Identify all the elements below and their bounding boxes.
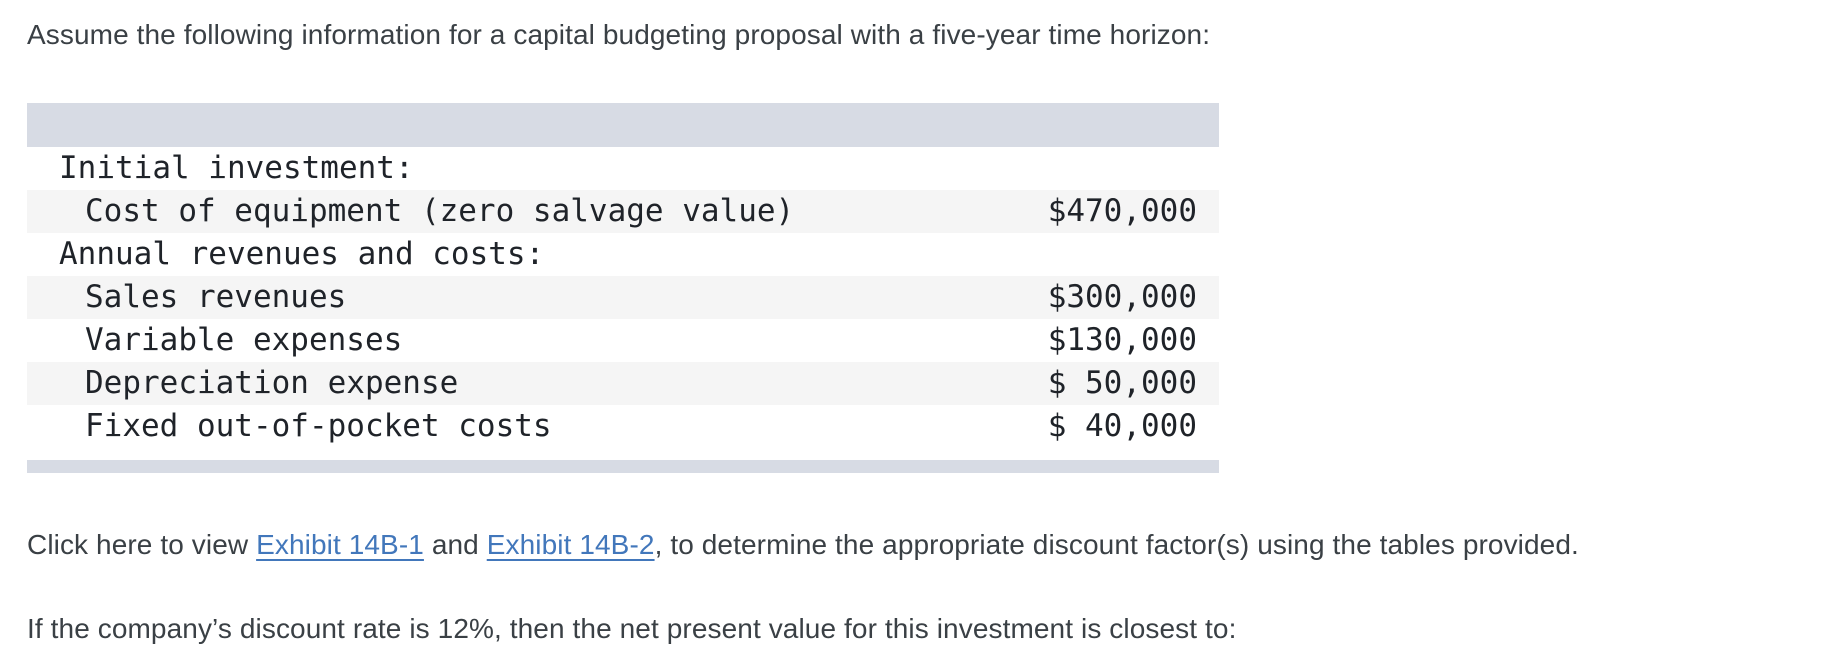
row-value: $130,000 [1047,322,1197,358]
table-row: Variable expenses $130,000 [27,319,1219,362]
row-label: Cost of equipment (zero salvage value) [85,193,795,229]
table-row: Annual revenues and costs: [27,233,1219,276]
budget-table: Initial investment: Cost of equipment (z… [27,103,1219,473]
table-footer-gap [27,448,1219,460]
row-value: $470,000 [1047,193,1197,229]
closing-question: If the company’s discount rate is 12%, t… [27,613,1237,644]
row-label: Variable expenses [85,322,403,358]
table-row: Cost of equipment (zero salvage value) $… [27,190,1219,233]
exhibit-14b-1-link[interactable]: Exhibit 14B-1 [256,529,424,560]
row-label: Fixed out-of-pocket costs [85,408,552,444]
table-footer-band [27,460,1219,473]
table-row: Depreciation expense $ 50,000 [27,362,1219,405]
table-row: Fixed out-of-pocket costs $ 40,000 [27,405,1219,448]
row-label: Initial investment: [59,150,414,186]
table-header-band [27,103,1219,147]
row-label: Sales revenues [85,279,347,315]
row-value: $300,000 [1047,279,1197,315]
table-row: Initial investment: [27,147,1219,190]
exhibit-text-suffix: , to determine the appropriate discount … [654,529,1579,560]
exhibit-instruction: Click here to view Exhibit 14B-1 and Exh… [27,528,1832,562]
question-content: Assume the following information for a c… [27,19,1832,644]
row-label: Annual revenues and costs: [59,236,545,272]
row-value: $ 50,000 [1047,365,1197,401]
exhibit-text-middle: and [423,529,487,560]
row-label: Depreciation expense [85,365,459,401]
intro-paragraph: Assume the following information for a c… [27,19,1211,50]
exhibit-text-prefix: Click here to view [27,529,257,560]
row-value: $ 40,000 [1047,408,1197,444]
exhibit-14b-2-link[interactable]: Exhibit 14B-2 [486,529,655,560]
table-row: Sales revenues $300,000 [27,276,1219,319]
